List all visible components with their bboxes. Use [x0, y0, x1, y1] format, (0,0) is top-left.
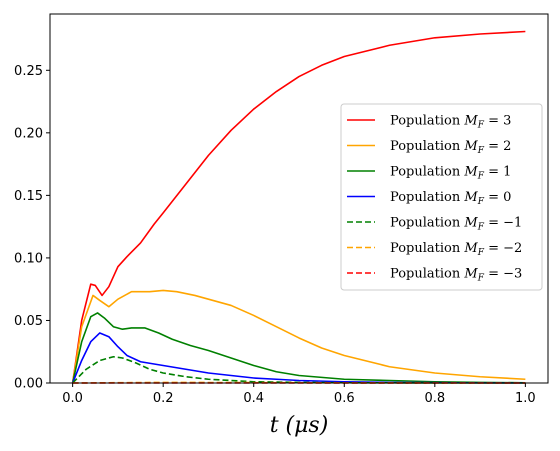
- y-tick-label: 0.00: [14, 377, 43, 392]
- y-tick-label: 0.15: [14, 189, 43, 204]
- series-line-1: [71, 30, 526, 384]
- x-axis-label: t (μs): [270, 413, 329, 438]
- y-tick-label: 0.20: [14, 126, 43, 141]
- x-tick-label: 0.0: [62, 391, 83, 406]
- y-tick-label: 0.25: [14, 64, 43, 79]
- y-tick-label: 0.05: [14, 314, 43, 329]
- legend-box: [340, 103, 543, 291]
- legend-entry: Population MF = −3: [390, 267, 522, 284]
- series-line-3: [71, 312, 526, 384]
- ticks-layer: 0.0 0.2 0.4 0.6 0.8 1.0 0.00 0.05 0.10 0.15 0.20 0.…: [14, 64, 536, 406]
- plot-frame: [49, 13, 549, 384]
- y-tick-label: 0.10: [14, 251, 43, 266]
- series-line-5: [72, 355, 526, 384]
- legend-entry: Population MF = 2: [390, 139, 511, 156]
- series-line-2: [71, 289, 526, 384]
- x-tick-label: 0.4: [243, 391, 264, 406]
- x-tick-label: 0.8: [424, 391, 445, 406]
- legend: Population MF = 3 Population MF = 2 Popula…: [340, 103, 543, 291]
- x-tick-label: 1.0: [515, 391, 536, 406]
- x-tick-label: 0.6: [334, 391, 355, 406]
- legend-entry: Population MF = −1: [390, 216, 522, 233]
- legend-entry: Population MF = −2: [390, 241, 522, 258]
- x-tick-label: 0.2: [153, 391, 174, 406]
- legend-entry: Population MF = 3: [390, 114, 511, 131]
- legend-entry: Population MF = 1: [390, 165, 511, 182]
- legend-entry: Population MF = 0: [390, 190, 511, 207]
